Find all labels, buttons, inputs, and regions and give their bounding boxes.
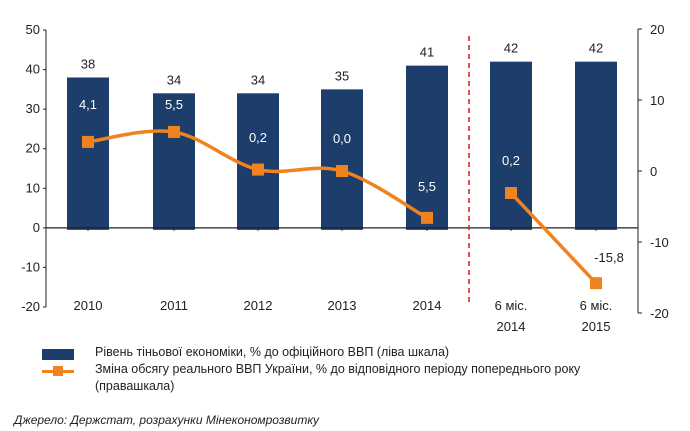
gdp-marker bbox=[336, 165, 348, 177]
left-tick-label: 20 bbox=[26, 141, 40, 156]
bar-value-label: 42 bbox=[504, 41, 518, 56]
legend-item-line: Зміна обсягу реального ВВП України, % до… bbox=[42, 361, 580, 395]
legend-bar-label: Рівень тіньової економіки, % до офіційно… bbox=[95, 345, 450, 359]
gdp-value-label: 4,1 bbox=[79, 97, 97, 112]
gdp-marker bbox=[168, 125, 180, 138]
left-tick-label: 10 bbox=[26, 180, 40, 195]
bar-value-label: 34 bbox=[251, 72, 265, 87]
category-label: 2014 bbox=[413, 298, 442, 313]
left-tick-label: 0 bbox=[33, 220, 40, 235]
bar-6 bbox=[575, 61, 617, 230]
gdp-value-label: 5,5 bbox=[165, 97, 183, 112]
category-label: 6 міс. bbox=[495, 298, 528, 313]
bar-4 bbox=[406, 65, 448, 230]
bar-value-label: 35 bbox=[335, 68, 349, 83]
right-tick-label: 20 bbox=[650, 22, 664, 37]
right-tick-label: -20 bbox=[650, 306, 669, 321]
bar-value-label: 42 bbox=[589, 41, 603, 56]
gdp-line-half-year bbox=[509, 191, 598, 285]
legend-line-label-cont: (правашкала) bbox=[95, 379, 175, 393]
left-tick-label: 40 bbox=[26, 62, 40, 77]
legend-line-swatch bbox=[42, 366, 74, 376]
legend: Рівень тіньової економіки, % до офіційно… bbox=[42, 344, 580, 395]
category-label: 2010 bbox=[74, 298, 103, 313]
gdp-value-label: 0,2 bbox=[502, 153, 520, 168]
right-tick-label: 10 bbox=[650, 93, 664, 108]
category-label: 2014 bbox=[497, 319, 526, 334]
bar-2 bbox=[237, 93, 279, 230]
gdp-marker bbox=[590, 277, 602, 290]
right-tick-label: -10 bbox=[650, 235, 669, 250]
gdp-marker bbox=[82, 135, 94, 148]
bar-value-label: 41 bbox=[420, 45, 434, 60]
bar-1 bbox=[153, 93, 195, 230]
bar-value-label: 34 bbox=[167, 72, 181, 87]
category-label: 2012 bbox=[244, 298, 273, 313]
category-label: 2013 bbox=[328, 298, 357, 313]
gdp-value-label: 5,5 bbox=[418, 179, 436, 194]
bar-3 bbox=[321, 89, 363, 230]
category-label: 2015 bbox=[582, 319, 611, 334]
gdp-value-label: -15,8 bbox=[594, 250, 624, 265]
gdp-marker bbox=[252, 163, 264, 176]
bar-5 bbox=[490, 61, 532, 230]
bar-value-label: 38 bbox=[81, 56, 95, 71]
left-tick-label: 50 bbox=[26, 22, 40, 37]
gdp-value-label: 0,0 bbox=[333, 131, 351, 146]
category-label: 2011 bbox=[160, 298, 188, 313]
source-note: Джерело: Держстат, розрахунки Мінекономр… bbox=[14, 413, 320, 427]
gdp-value-label: 0,2 bbox=[249, 130, 267, 145]
gdp-marker bbox=[421, 211, 433, 224]
legend-item-bars: Рівень тіньової економіки, % до офіційно… bbox=[42, 344, 580, 361]
left-tick-label: 30 bbox=[26, 101, 40, 116]
bar-0 bbox=[67, 77, 109, 230]
gdp-marker bbox=[505, 187, 517, 200]
category-label: 6 міс. bbox=[580, 298, 613, 313]
left-tick-label: -20 bbox=[21, 299, 40, 314]
right-tick-label: 0 bbox=[650, 164, 657, 179]
left-tick-label: -10 bbox=[21, 259, 40, 274]
legend-bar-swatch bbox=[42, 349, 74, 360]
legend-line-label: Зміна обсягу реального ВВП України, % до… bbox=[95, 362, 581, 376]
